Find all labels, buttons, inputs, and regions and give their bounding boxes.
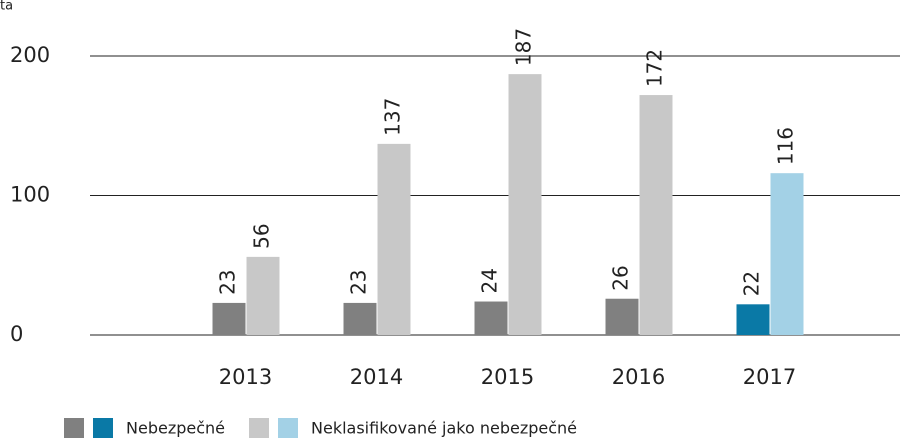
- value-label: 23: [347, 269, 371, 294]
- bar: [212, 302, 246, 335]
- x-tick-label: 2017: [743, 365, 796, 389]
- x-tick-label: 2014: [350, 365, 403, 389]
- bar: [770, 173, 804, 335]
- legend-swatch: [64, 418, 84, 438]
- x-tick-label: 2013: [219, 365, 272, 389]
- value-label: 26: [609, 265, 633, 290]
- bar: [377, 143, 411, 335]
- value-label: 22: [740, 271, 764, 296]
- bar: [343, 302, 377, 335]
- value-label: 187: [512, 28, 536, 66]
- value-label: 23: [216, 269, 240, 294]
- y-tick-label: 100: [10, 183, 50, 207]
- value-label: 116: [774, 127, 798, 165]
- y-tick-label: 0: [10, 322, 23, 346]
- y-axis-label: ta: [0, 0, 13, 14]
- bar: [736, 304, 770, 335]
- value-label: 172: [643, 49, 667, 87]
- bar: [508, 74, 542, 335]
- value-label: 137: [381, 98, 405, 136]
- bar: [474, 301, 508, 335]
- bar: [605, 298, 639, 335]
- bar: [639, 95, 673, 335]
- value-label: 56: [250, 223, 274, 248]
- x-tick-label: 2015: [481, 365, 534, 389]
- legend-swatch: [93, 418, 113, 438]
- legend-swatch: [278, 418, 298, 438]
- x-tick-label: 2016: [612, 365, 665, 389]
- legend-label: Neklasifikované jako nebezpečné: [311, 419, 577, 438]
- value-label: 24: [478, 268, 502, 293]
- y-tick-label: 200: [10, 43, 50, 67]
- legend-label: Nebezpečné: [126, 419, 225, 438]
- bar: [246, 256, 280, 335]
- legend-swatch: [249, 418, 269, 438]
